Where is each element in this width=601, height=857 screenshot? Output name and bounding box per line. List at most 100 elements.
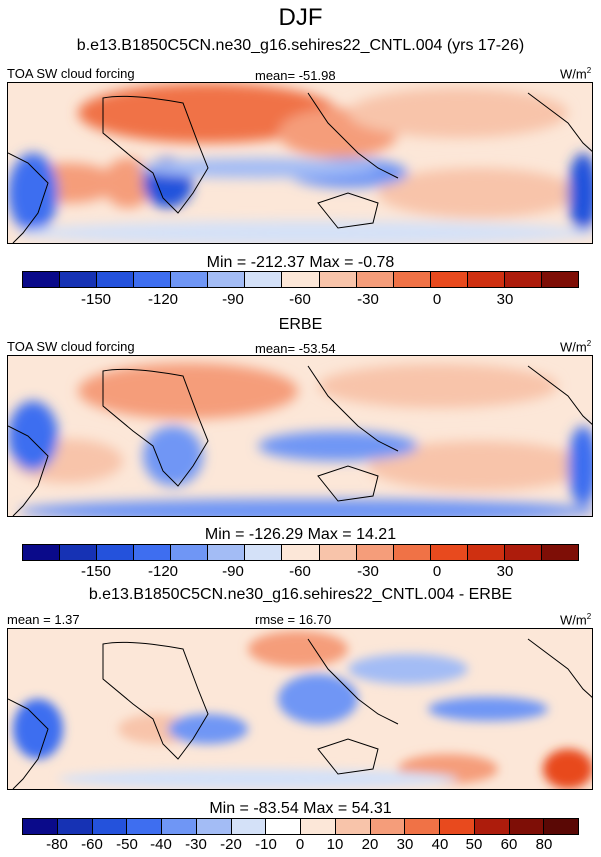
colorbar-tick-label: 0 (295, 836, 305, 853)
colorbar-tick-label: -120 (147, 563, 179, 580)
colorbar-box (23, 272, 61, 287)
colorbar-box (504, 545, 542, 560)
colorbar-box (282, 272, 320, 287)
colorbar-tick-label: -20 (220, 836, 242, 853)
colorbar-box (467, 272, 505, 287)
panel-3-mean-label: mean = 1.37 (7, 612, 80, 627)
colorbar-tick-label: -150 (80, 291, 112, 308)
colorbar-tick-label: -30 (357, 563, 379, 580)
colorbar-box (196, 819, 232, 834)
colorbar-tick-label: 30 (396, 836, 414, 853)
colorbar-box (370, 819, 406, 834)
colorbar-box (319, 272, 357, 287)
colorbar-tick-label: -30 (357, 291, 379, 308)
colorbar-tick-label: 30 (496, 563, 514, 580)
panel-3-rmse-label: rmse = 16.70 (255, 612, 332, 627)
colorbar-tick-label: -90 (222, 291, 244, 308)
colorbar-box (393, 272, 431, 287)
colorbar-box (335, 819, 371, 834)
colorbar-box (208, 272, 246, 287)
colorbar-box (23, 545, 61, 560)
colorbar-box (467, 545, 505, 560)
colorbar-box (393, 545, 431, 560)
colorbar-box (97, 545, 135, 560)
colorbar-tick-label: -50 (116, 836, 138, 853)
colorbar-box (245, 545, 283, 560)
colorbar-tick-label: -60 (81, 836, 103, 853)
panel-2-colorbar-ticks: -150 -120 -90 -60 -30 0 30 (0, 563, 601, 583)
panel-1-colorbar (22, 271, 579, 288)
panel-2-minmax: Min = -126.29 Max = 14.21 (204, 526, 397, 543)
colorbar-box (430, 272, 468, 287)
panel-1-colorbar-ticks: -150 -120 -90 -60 -30 0 30 (0, 291, 601, 311)
colorbar-box (504, 272, 542, 287)
colorbar-box (440, 819, 475, 834)
panel-2-mean-label: mean= -53.54 (255, 341, 336, 356)
colorbar-tick-label: -60 (289, 291, 311, 308)
colorbar-box (23, 819, 58, 834)
diff-title: b.e13.B1850C5CN.ne30_g16.sehires22_CNTL.… (88, 586, 513, 603)
colorbar-tick-label: -60 (289, 563, 311, 580)
panel-1-minmax: Min = -212.37 Max = -0.78 (206, 254, 395, 271)
panel-3-minmax: Min = -83.54 Max = 54.31 (209, 800, 392, 817)
colorbar-tick-label: 20 (361, 836, 379, 853)
panel-2-colorbar (22, 544, 579, 561)
colorbar-tick-label: -30 (185, 836, 207, 853)
colorbar-tick-label: 60 (500, 836, 518, 853)
colorbar-tick-label: 10 (326, 836, 344, 853)
colorbar-box (405, 819, 440, 834)
panel-3-units: W/m2 (560, 612, 592, 628)
colorbar-tick-label: 40 (431, 836, 449, 853)
colorbar-box (134, 272, 172, 287)
colorbar-box (282, 545, 320, 560)
colorbar-box (319, 545, 357, 560)
panel-3-map (7, 628, 593, 790)
panel-1-units: W/m2 (560, 66, 592, 82)
panel-2-units: W/m2 (560, 339, 592, 355)
colorbar-box (162, 819, 197, 834)
colorbar-box (171, 545, 209, 560)
panel-1-map (7, 82, 593, 244)
colorbar-box (541, 272, 578, 287)
colorbar-box (60, 545, 98, 560)
colorbar-box (208, 545, 246, 560)
colorbar-box (509, 819, 545, 834)
obs-title: ERBE (278, 316, 323, 333)
model-title: b.e13.B1850C5CN.ne30_g16.sehires22_CNTL.… (76, 37, 525, 54)
colorbar-box (474, 819, 510, 834)
colorbar-box (97, 272, 135, 287)
colorbar-box (544, 819, 578, 834)
colorbar-box (301, 819, 336, 834)
colorbar-tick-label: -90 (222, 563, 244, 580)
colorbar-tick-label: -40 (150, 836, 172, 853)
panel-1-field-label: TOA SW cloud forcing (7, 66, 135, 81)
colorbar-box (134, 545, 172, 560)
colorbar-box (541, 545, 578, 560)
colorbar-box (127, 819, 162, 834)
colorbar-tick-label: 0 (432, 291, 442, 308)
colorbar-box (231, 819, 267, 834)
colorbar-box (57, 819, 93, 834)
colorbar-tick-label: 0 (432, 563, 442, 580)
panel-1-mean-label: mean= -51.98 (255, 68, 336, 83)
colorbar-box (430, 545, 468, 560)
colorbar-box (245, 272, 283, 287)
season-title: DJF (278, 4, 323, 31)
colorbar-box (60, 272, 98, 287)
colorbar-tick-label: -80 (46, 836, 68, 853)
colorbar-box (171, 272, 209, 287)
panel-2-map (7, 355, 593, 517)
colorbar-tick-label: 30 (496, 291, 514, 308)
colorbar-tick-label: -120 (147, 291, 179, 308)
colorbar-tick-label: 50 (465, 836, 483, 853)
panel-3-colorbar (22, 818, 579, 835)
colorbar-tick-label: -150 (80, 563, 112, 580)
colorbar-box (356, 545, 394, 560)
panel-3-colorbar-ticks: -80 -60 -50 -40 -30 -20 -10 0 10 20 30 4… (0, 836, 601, 856)
colorbar-box (92, 819, 128, 834)
colorbar-tick-label: -10 (255, 836, 277, 853)
colorbar-box (356, 272, 394, 287)
panel-2-field-label: TOA SW cloud forcing (7, 339, 135, 354)
colorbar-box (266, 819, 301, 834)
colorbar-tick-label: 80 (535, 836, 553, 853)
